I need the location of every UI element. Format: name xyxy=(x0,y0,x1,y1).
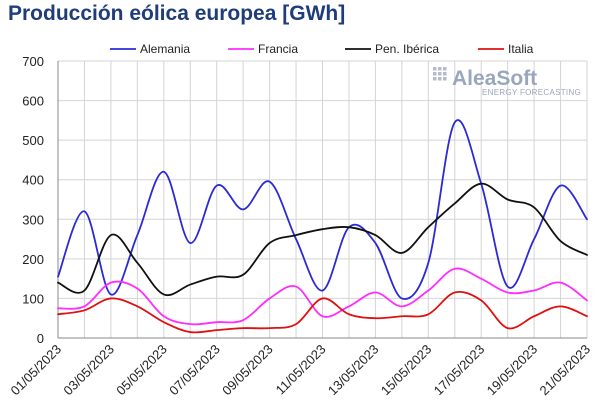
logo-dot xyxy=(438,72,442,76)
legend-label-alemania: Alemania xyxy=(140,42,190,56)
y-tick-label: 700 xyxy=(22,54,44,69)
axes xyxy=(57,61,587,339)
x-tick-label: 07/05/2023 xyxy=(166,342,223,399)
y-tick-label: 300 xyxy=(22,212,44,227)
x-tick-label: 11/05/2023 xyxy=(273,342,329,398)
x-tick-label: 19/05/2023 xyxy=(484,342,541,399)
legend: Alemania Francia Pen. Ibérica Italia xyxy=(110,42,534,56)
series-line-francia xyxy=(57,267,588,326)
x-tick-label: 21/05/2023 xyxy=(536,342,593,399)
x-tick-label: 01/05/2023 xyxy=(7,342,64,399)
series-line-pen-ib-rica xyxy=(57,182,588,297)
x-tick-label: 09/05/2023 xyxy=(219,342,276,399)
legend-label-italia: Italia xyxy=(508,42,534,56)
series-line-alemania xyxy=(57,119,588,300)
logo-dot xyxy=(433,77,437,81)
logo-dot xyxy=(433,67,437,71)
x-tick-label: 17/05/2023 xyxy=(431,342,488,399)
y-tick-label: 100 xyxy=(22,291,44,306)
series-line-italia xyxy=(57,291,588,334)
y-tick-label: 200 xyxy=(22,252,44,267)
logo-dot xyxy=(443,67,447,71)
logo-tagline: ENERGY FORECASTING xyxy=(482,88,581,97)
y-tick-labels: 0 100 200 300 400 500 600 700 xyxy=(22,54,44,346)
x-tick-label: 05/05/2023 xyxy=(113,342,170,399)
x-tick-labels: 01/05/202303/05/202305/05/202307/05/2023… xyxy=(7,342,593,399)
logo-dot xyxy=(443,77,447,81)
x-tick-label: 03/05/2023 xyxy=(60,342,117,399)
logo-name: AleaSoft xyxy=(452,67,537,90)
y-tick-label: 600 xyxy=(22,94,44,109)
series-lines xyxy=(57,119,588,334)
y-tick-label: 400 xyxy=(22,173,44,188)
logo-dot xyxy=(443,72,447,76)
legend-label-francia: Francia xyxy=(258,42,298,56)
x-tick-label: 13/05/2023 xyxy=(325,342,382,399)
x-tick-label: 15/05/2023 xyxy=(378,342,435,399)
chart-title: Producción eólica europea [GWh] xyxy=(8,2,346,25)
y-tick-label: 0 xyxy=(37,331,44,346)
logo-dots-icon xyxy=(433,67,447,81)
y-tick-label: 500 xyxy=(22,133,44,148)
legend-label-pen-ib-rica: Pen. Ibérica xyxy=(375,42,439,56)
logo-dot xyxy=(438,77,442,81)
logo-dot xyxy=(438,67,442,71)
logo-dot xyxy=(433,72,437,76)
